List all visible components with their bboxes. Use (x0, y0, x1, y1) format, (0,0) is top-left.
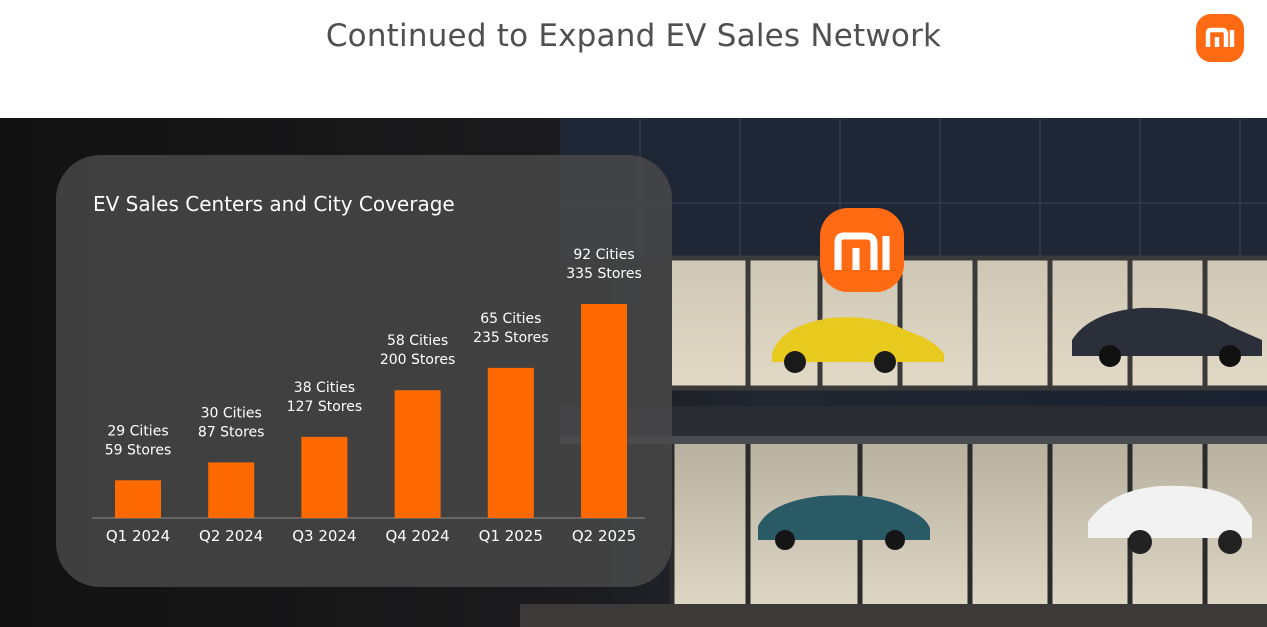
data-label-1-stores: 59 Stores (105, 442, 172, 458)
bar-5 (487, 367, 534, 518)
data-label-5-cities: 65 Cities (480, 311, 541, 327)
data-label-3-cities: 38 Cities (294, 380, 355, 396)
bar-4 (394, 390, 441, 518)
data-label-2-cities: 30 Cities (201, 405, 262, 421)
data-label-2-stores: 87 Stores (198, 424, 265, 440)
data-label-6-stores: 335 Stores (566, 266, 641, 282)
bar-3 (301, 436, 348, 518)
x-tick-label-6: Q2 2025 (572, 527, 636, 545)
data-label-4-cities: 58 Cities (387, 333, 448, 349)
data-label-1-cities: 29 Cities (107, 423, 168, 439)
x-tick-label-1: Q1 2024 (106, 527, 170, 545)
x-tick-label-5: Q1 2025 (479, 527, 543, 545)
mi-logo-icon (1196, 14, 1244, 62)
x-tick-label-2: Q2 2024 (199, 527, 263, 545)
data-label-5-stores: 235 Stores (473, 330, 548, 346)
data-label-4-stores: 200 Stores (380, 352, 455, 368)
data-label-3-stores: 127 Stores (287, 399, 362, 415)
storefront-mi-logo-icon (820, 208, 904, 292)
x-tick-label-3: Q3 2024 (292, 527, 356, 545)
bar-2 (208, 462, 255, 518)
x-tick-label-4: Q4 2024 (385, 527, 449, 545)
bar-1 (115, 480, 161, 518)
bar-6 (581, 304, 627, 518)
data-label-6-cities: 92 Cities (573, 247, 634, 263)
chart-title: EV Sales Centers and City Coverage (93, 192, 455, 216)
page-title: Continued to Expand EV Sales Network (325, 18, 942, 54)
